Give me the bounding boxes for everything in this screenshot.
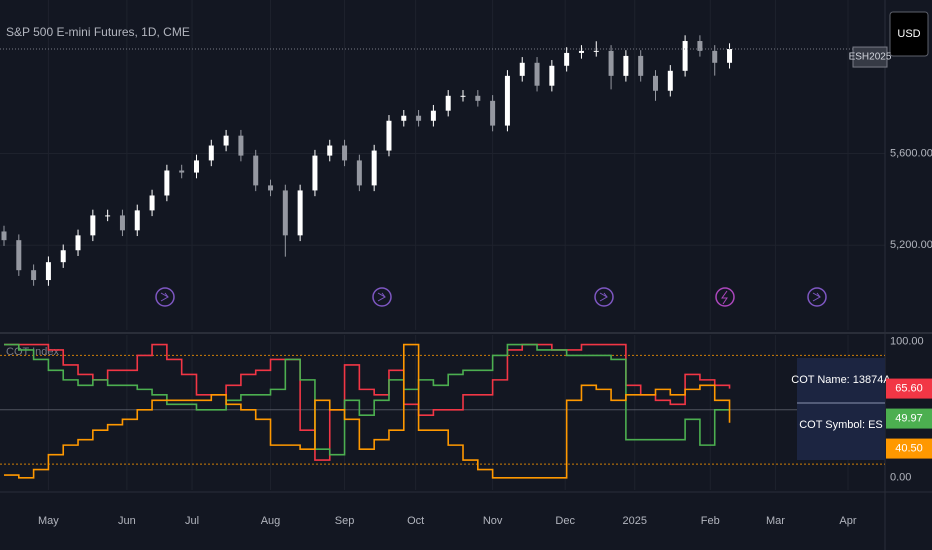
event-icon[interactable] (372, 287, 392, 307)
last-value-label: 49.97 (895, 412, 923, 424)
candle-body (534, 62, 540, 86)
candle-body (31, 270, 37, 281)
candle-body (697, 41, 703, 51)
candle-body (193, 160, 199, 173)
last-value-badge (886, 378, 932, 399)
candle-body (75, 235, 81, 251)
icon-glyph (160, 292, 170, 302)
currency-box[interactable] (889, 11, 929, 57)
candle-body (1, 231, 7, 241)
y-tick-label: 5,600.00 (890, 147, 932, 159)
candle-body (238, 135, 244, 156)
currency: USD (897, 28, 920, 40)
y-tick-label: 5,200.00 (890, 239, 932, 251)
x-tick-label: Jul (185, 515, 199, 527)
candle-body (119, 215, 125, 231)
candle-body (342, 145, 348, 161)
candle-body (105, 215, 111, 217)
candle-body (445, 95, 451, 111)
cot-table: COT Name: 13874A COT Symbol: ES (791, 358, 891, 460)
y-tick-label: 100.00 (890, 336, 924, 348)
candle-body (208, 145, 214, 161)
candle-body (519, 62, 525, 76)
candle-body (327, 145, 333, 156)
event-icon[interactable] (155, 287, 175, 307)
candle-body (460, 95, 466, 97)
candle-body (682, 41, 688, 71)
last-value-badge (886, 438, 932, 459)
event-icons (155, 287, 827, 307)
x-tick-label: Nov (483, 515, 503, 527)
candle-body (712, 50, 718, 63)
last-value-badge (886, 408, 932, 429)
candle-body (623, 55, 629, 76)
candle-body (60, 250, 66, 263)
x-tick-label: Apr (839, 515, 856, 527)
candle-body (564, 52, 570, 66)
candle-body (549, 65, 555, 86)
candle-body (578, 50, 584, 53)
icon-glyph (812, 292, 822, 302)
candle-body (652, 75, 658, 91)
candle-body (638, 55, 644, 76)
candle-body (149, 195, 155, 211)
candle-body (727, 49, 733, 63)
y-tick-label: 0.00 (890, 472, 911, 484)
icon-glyph (599, 292, 609, 302)
candle-body (312, 155, 318, 191)
candle-body (371, 150, 377, 186)
candle-body (608, 50, 614, 76)
last-value-label: 65.60 (895, 382, 923, 394)
candle-body (134, 210, 140, 231)
table-bg (797, 358, 885, 460)
candle-body (401, 115, 407, 121)
candle-body (297, 190, 303, 236)
candle-body (356, 160, 362, 186)
event-icon[interactable] (807, 287, 827, 307)
candle-body (45, 262, 51, 281)
x-tick-label: Dec (555, 515, 575, 527)
event-icon[interactable] (715, 287, 735, 307)
x-tick-label: Oct (407, 515, 424, 527)
candle-body (667, 70, 673, 91)
candle-body (164, 170, 170, 196)
candle-body (386, 120, 392, 151)
candle-body (490, 100, 496, 126)
x-tick-label: 2025 (623, 515, 647, 527)
indicator-title: COT Index (6, 346, 59, 358)
candle-body (475, 95, 481, 101)
candle-body (430, 110, 436, 121)
candle-body (253, 155, 259, 186)
x-tick-label: Sep (335, 515, 355, 527)
candle-body (416, 115, 422, 121)
candle-body (179, 170, 185, 173)
event-icon[interactable] (594, 287, 614, 307)
x-tick-label: Mar (766, 515, 785, 527)
icon-glyph (721, 290, 728, 305)
candle-body (282, 190, 288, 236)
x-tick-label: Feb (701, 515, 720, 527)
chart-title: S&P 500 E-mini Futures, 1D, CME (6, 25, 190, 39)
table-cell: COT Symbol: ES (799, 419, 883, 431)
candle-body (268, 185, 274, 191)
candle-body (223, 135, 229, 146)
candle-body (16, 240, 22, 271)
candle-body (504, 75, 510, 126)
icon-glyph (377, 292, 387, 302)
candle-body (90, 215, 96, 236)
x-tick-label: Jun (118, 515, 136, 527)
x-tick-label: Aug (261, 515, 281, 527)
symbol-badge (852, 46, 888, 68)
indicator-line (3, 343, 731, 479)
table-cell: COT Name: 13874A (791, 374, 891, 386)
x-tick-label: May (38, 515, 59, 527)
candle-body (593, 50, 599, 52)
indicator-line (3, 343, 731, 456)
symbol-label: ESH2025 (849, 52, 892, 63)
last-value-label: 40.50 (895, 442, 923, 454)
